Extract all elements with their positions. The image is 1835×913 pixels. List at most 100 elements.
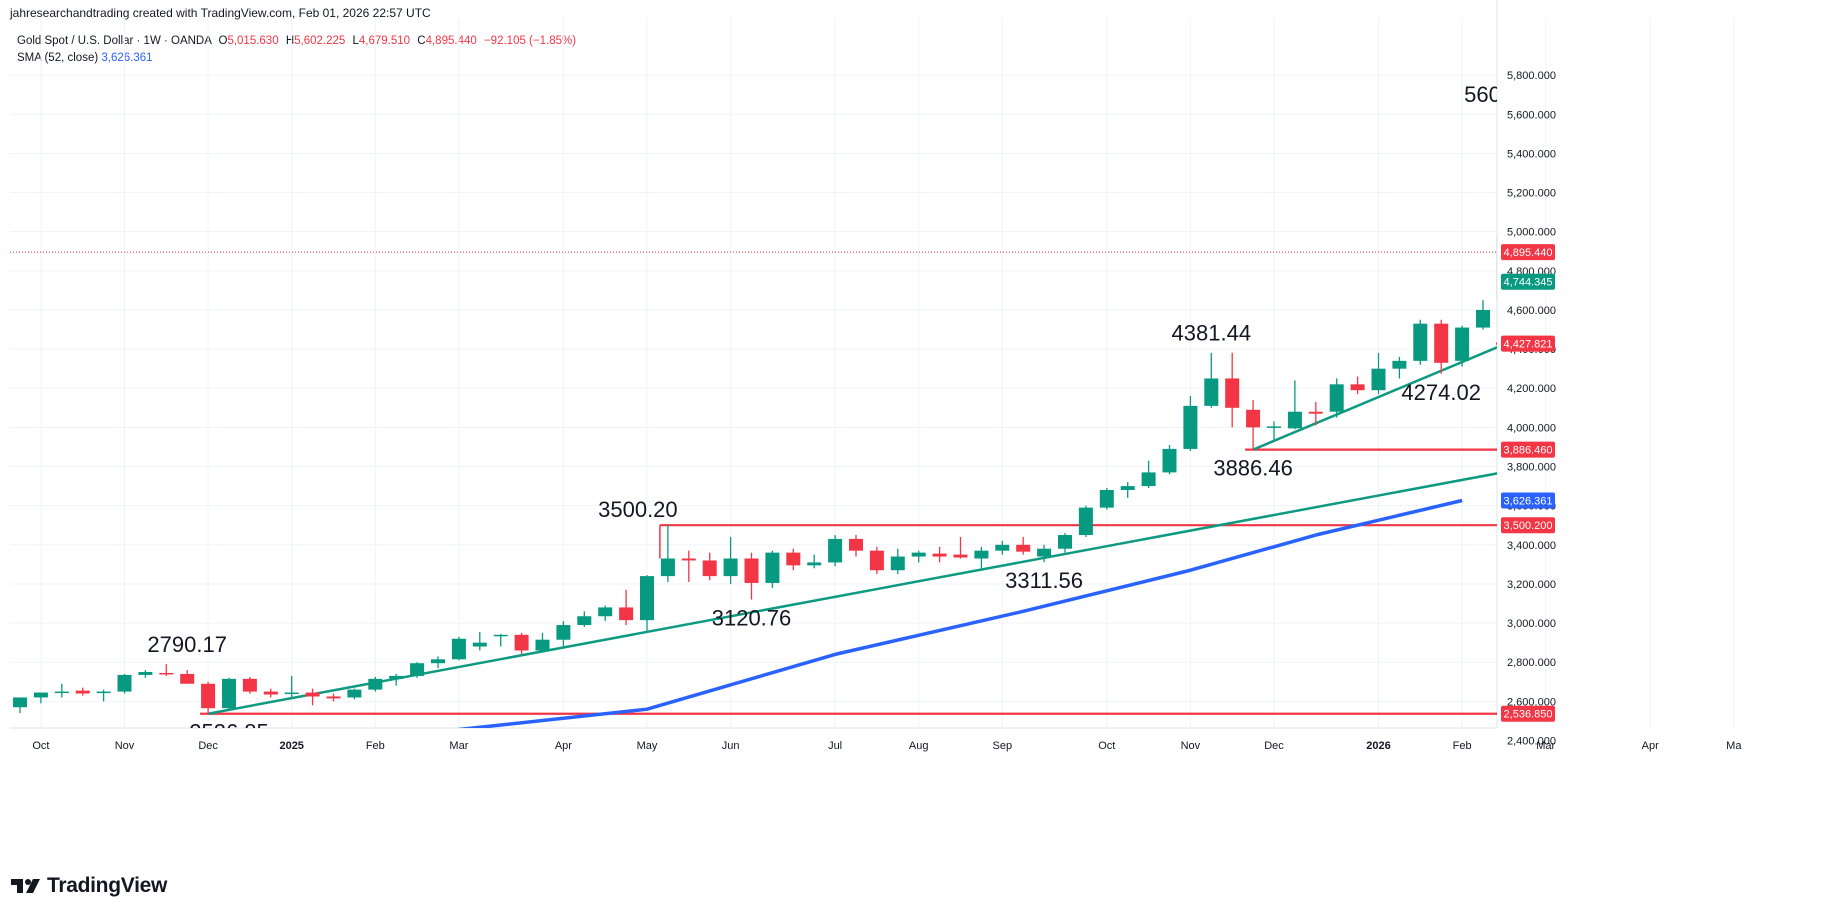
y-tick-label: 5,400.000 [1507, 148, 1556, 160]
x-tick-label: Mar [1536, 740, 1555, 752]
chart-legend: Gold Spot / U.S. Dollar · 1W · OANDA O5,… [17, 33, 576, 67]
candle-body [1413, 323, 1428, 361]
candle-body [681, 558, 696, 561]
price-tag [1501, 244, 1555, 261]
candle-body [849, 538, 863, 551]
low-label: L [352, 35, 359, 47]
candle-body [1350, 384, 1365, 391]
price-tag-label: 2,536.850 [1504, 709, 1553, 721]
candle-body [472, 642, 487, 647]
candle-body [1371, 368, 1386, 391]
price-tag [1501, 705, 1555, 722]
x-tick-label: Feb [1453, 740, 1472, 752]
low-value: 4,679.510 [358, 35, 411, 47]
candle-body [33, 692, 48, 698]
price-tag-label: 4,895.440 [1504, 247, 1553, 259]
candle-body [911, 552, 926, 557]
open-label: O [218, 35, 228, 47]
high-value: 5,602.225 [294, 35, 346, 47]
candle-body [828, 538, 843, 563]
candle-body [640, 576, 654, 621]
candle-body [347, 689, 362, 698]
candle-body [869, 550, 884, 571]
y-tick-label: 5,200.000 [1507, 188, 1556, 200]
candle-body [1037, 548, 1052, 557]
candle-body [953, 554, 968, 558]
candle-body [201, 683, 216, 709]
candle-body [995, 544, 1010, 551]
x-tick-label: 2025 [279, 740, 303, 752]
candle-body [54, 691, 69, 694]
close-label: C [417, 35, 426, 47]
candle-body [702, 560, 717, 577]
price-tag-label: 3,500.200 [1504, 520, 1553, 532]
candle-body [1058, 535, 1072, 549]
y-tick-label: 3,400.000 [1507, 540, 1556, 552]
price-annotation: 3886.46 [1213, 456, 1293, 481]
candle-body [807, 562, 822, 566]
x-tick-label: Apr [1642, 740, 1659, 752]
high-label: H [285, 35, 295, 47]
price-tag-label: 4,744.345 [1504, 277, 1553, 289]
price-annotation: 3311.56 [1005, 568, 1083, 593]
tradingview-logo: TradingView [11, 874, 167, 898]
candle-body [493, 634, 508, 637]
price-annotation: 2790.17 [147, 632, 227, 657]
price-tag [1501, 335, 1555, 352]
candle-body [1162, 448, 1177, 473]
candle-body [368, 678, 383, 690]
y-tick-label: 2,600.000 [1507, 696, 1556, 708]
candle-body [451, 638, 466, 660]
sma-value: 3,626.361 [101, 52, 153, 64]
x-tick-label: Ma [1726, 740, 1742, 752]
x-tick-label: Feb [366, 740, 385, 752]
price-annotation: 2536.85 [189, 720, 269, 745]
y-tick-label: 3,000.000 [1507, 618, 1556, 630]
candle-body [786, 552, 801, 566]
candle-body [1246, 409, 1261, 428]
candle-body [1308, 411, 1323, 414]
price-annotation: 3120.76 [712, 605, 792, 630]
candle-body [1267, 426, 1281, 428]
price-tag [1501, 492, 1555, 509]
price-annotation: 5602.23 [1464, 82, 1544, 107]
x-tick-label: Oct [1098, 740, 1115, 752]
x-tick-label: Mar [449, 740, 468, 752]
candle-body [180, 673, 195, 684]
y-tick-label: 3,800.000 [1507, 462, 1556, 474]
price-tag-label: 3,626.361 [1504, 496, 1553, 508]
candle-body [96, 691, 111, 694]
candle-body [744, 558, 759, 583]
candle-body [974, 550, 989, 559]
tradingview-logo-icon [11, 879, 40, 893]
candle-body [1120, 486, 1135, 491]
candle-body [1016, 544, 1031, 552]
candle-body [1329, 384, 1344, 412]
candle-body [765, 552, 780, 583]
y-tick-label: 3,200.000 [1507, 579, 1556, 591]
ohlc-legend-row: Gold Spot / U.S. Dollar · 1W · OANDA O5,… [17, 33, 576, 50]
candle-body [138, 672, 153, 675]
candle-body [13, 697, 27, 708]
x-tick-label: Jul [828, 740, 842, 752]
candle-body [660, 558, 675, 577]
price-annotation: 4274.02 [1401, 380, 1481, 405]
candle-body [305, 692, 320, 697]
price-tag [1501, 517, 1555, 534]
candle-body [431, 659, 445, 664]
x-tick-label: Aug [909, 740, 929, 752]
candle-body [1455, 327, 1470, 361]
candle-body [723, 558, 738, 577]
x-tick-label: Nov [1181, 740, 1201, 752]
x-tick-label: Sep [993, 740, 1013, 752]
candle-body [410, 663, 425, 676]
candle-body [222, 678, 236, 709]
candle-body [514, 634, 529, 651]
x-tick-label: Oct [32, 740, 49, 752]
y-tick-label: 5,600.000 [1507, 109, 1556, 121]
candle-body [1225, 378, 1240, 408]
price-tag-label: 3,886.460 [1504, 445, 1553, 457]
candle-body [263, 691, 278, 695]
candle-body [326, 696, 341, 699]
